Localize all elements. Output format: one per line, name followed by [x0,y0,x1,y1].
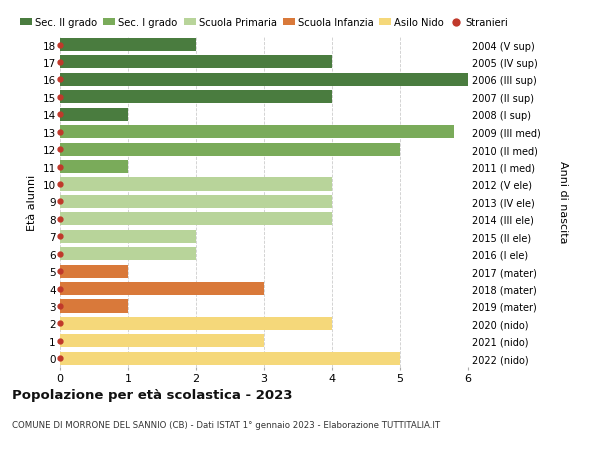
Bar [60,247,196,261]
Bar [60,213,332,226]
Bar [60,282,264,296]
Bar [60,196,332,208]
Bar [60,161,128,174]
Bar [60,39,196,52]
Bar [60,56,332,69]
Legend: Sec. II grado, Sec. I grado, Scuola Primaria, Scuola Infanzia, Asilo Nido, Stran: Sec. II grado, Sec. I grado, Scuola Prim… [20,18,508,28]
Bar [60,126,454,139]
Text: Popolazione per età scolastica - 2023: Popolazione per età scolastica - 2023 [12,388,293,401]
Bar [60,91,332,104]
Y-axis label: Anni di nascita: Anni di nascita [557,161,568,243]
Bar [60,108,128,122]
Bar [60,143,400,157]
Bar [60,265,128,278]
Bar [60,352,400,365]
Bar [60,230,196,243]
Bar [60,74,468,87]
Bar [60,300,128,313]
Y-axis label: Età alunni: Età alunni [27,174,37,230]
Text: COMUNE DI MORRONE DEL SANNIO (CB) - Dati ISTAT 1° gennaio 2023 - Elaborazione TU: COMUNE DI MORRONE DEL SANNIO (CB) - Dati… [12,420,440,429]
Bar [60,178,332,191]
Bar [60,317,332,330]
Bar [60,335,264,347]
